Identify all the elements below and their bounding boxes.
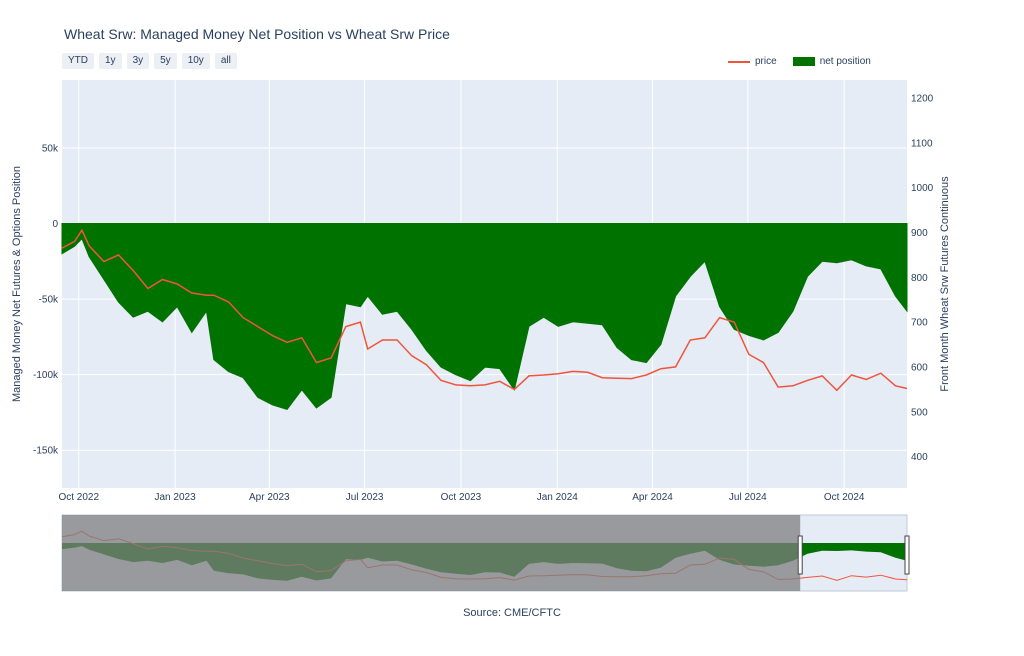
x-tick-label: Jan 2024 bbox=[537, 492, 579, 503]
legend-label-price: price bbox=[755, 56, 777, 67]
legend-swatch-price bbox=[728, 60, 750, 63]
left-y-tick-label: -100k bbox=[33, 370, 59, 381]
right-y-tick-label: 800 bbox=[911, 273, 928, 284]
x-tick-label: Apr 2024 bbox=[632, 492, 673, 503]
price-line-layer bbox=[61, 228, 908, 392]
right-y-axis-title: Front Month Wheat Srw Futures Continuous bbox=[939, 176, 951, 392]
net-position-area-layer bbox=[61, 223, 908, 410]
legend: price net position bbox=[728, 56, 881, 67]
range-slider-unselected-shade bbox=[62, 515, 801, 591]
x-tick-label: Oct 2023 bbox=[441, 492, 482, 503]
range-button-10y[interactable]: 10y bbox=[181, 53, 210, 69]
right-y-tick-label: 900 bbox=[911, 228, 928, 239]
right-y-tick-label: 400 bbox=[911, 452, 928, 463]
range-button-5y[interactable]: 5y bbox=[154, 53, 177, 69]
source-note: Source: CME/CFTC bbox=[463, 607, 561, 619]
left-y-tick-label: -150k bbox=[33, 446, 59, 457]
x-axis-ticks: Oct 2022 Jan 2023 Apr 2023 Jul 2023 Oct 2023… bbox=[58, 492, 864, 503]
range-button-1y[interactable]: 1y bbox=[99, 53, 122, 69]
left-y-axis-title: Managed Money Net Futures & Options Posi… bbox=[11, 166, 23, 402]
range-slider-left-handle[interactable] bbox=[797, 535, 803, 575]
range-slider[interactable] bbox=[61, 514, 910, 592]
right-y-tick-label: 1200 bbox=[911, 93, 934, 104]
x-tick-label: Jul 2024 bbox=[729, 492, 767, 503]
range-slider-right-handle[interactable] bbox=[904, 535, 910, 575]
legend-swatch-net-position bbox=[792, 57, 815, 66]
x-tick-label: Oct 2022 bbox=[58, 492, 99, 503]
right-y-axis-ticks: 400 500 600 700 800 900 1000 1100 1200 bbox=[911, 93, 934, 463]
right-y-tick-label: 1100 bbox=[911, 138, 933, 149]
legend-item-price[interactable]: price bbox=[728, 56, 777, 67]
left-y-tick-label: -50k bbox=[39, 295, 59, 306]
range-button-3y[interactable]: 3y bbox=[126, 53, 150, 69]
x-tick-label: Oct 2024 bbox=[824, 492, 865, 503]
legend-label-net-position: net position bbox=[819, 56, 871, 67]
left-y-axis-ticks: 50k 0 -50k -100k -150k bbox=[33, 144, 59, 457]
right-y-tick-label: 1000 bbox=[911, 183, 934, 194]
left-y-tick-label: 0 bbox=[52, 219, 58, 230]
right-y-tick-label: 500 bbox=[911, 407, 928, 418]
x-tick-label: Jan 2023 bbox=[155, 492, 197, 503]
price-line bbox=[61, 228, 908, 392]
range-button-all[interactable]: all bbox=[214, 53, 237, 69]
legend-item-net-position[interactable]: net position bbox=[792, 56, 871, 67]
x-tick-label: Jul 2023 bbox=[346, 492, 384, 503]
range-button-ytd[interactable]: YTD bbox=[62, 53, 94, 69]
right-y-tick-label: 700 bbox=[911, 318, 928, 329]
range-selector-buttons: YTD 1y 3y 5y 10y all bbox=[62, 53, 237, 69]
chart-title: Wheat Srw: Managed Money Net Position vs… bbox=[64, 26, 450, 42]
x-tick-label: Apr 2023 bbox=[249, 492, 290, 503]
right-y-tick-label: 600 bbox=[911, 362, 928, 373]
net-position-area bbox=[61, 223, 908, 410]
left-y-tick-label: 50k bbox=[42, 144, 59, 155]
